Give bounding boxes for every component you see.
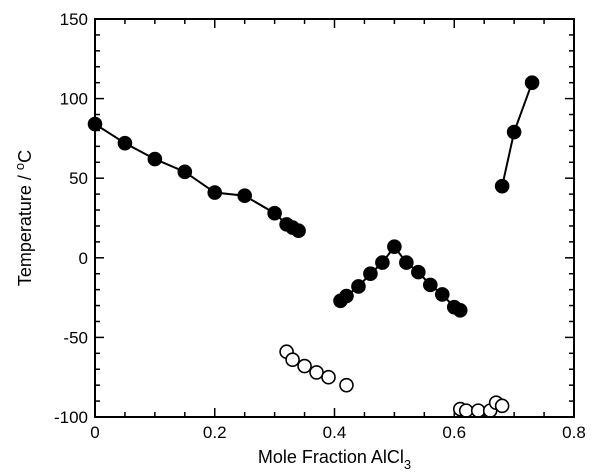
filled-data-point bbox=[207, 185, 223, 200]
y-tick-label: -50 bbox=[63, 328, 88, 347]
filled-data-point bbox=[524, 75, 540, 90]
y-tick-label: 100 bbox=[60, 90, 88, 109]
filled-data-point bbox=[387, 239, 402, 254]
open-data-point bbox=[297, 358, 312, 374]
filled-data-point bbox=[422, 277, 438, 293]
open-data-point bbox=[285, 352, 300, 367]
open-data-point bbox=[339, 377, 354, 393]
ticks-layer bbox=[94, 18, 575, 418]
filled-data-point bbox=[375, 255, 390, 270]
filled-data-point bbox=[237, 188, 252, 204]
x-tick-label: 0 bbox=[90, 423, 99, 442]
filled-data-point bbox=[399, 255, 414, 270]
filled-data-point bbox=[411, 264, 426, 280]
filled-data-point bbox=[351, 279, 366, 294]
filled-data-point bbox=[452, 303, 468, 318]
open-data-point bbox=[321, 369, 336, 385]
y-axis-title-superscript: o bbox=[12, 163, 27, 170]
x-axis-title-subscript: 3 bbox=[404, 457, 411, 472]
filled-data-point bbox=[506, 124, 522, 140]
filled-data-point bbox=[147, 151, 163, 167]
y-tick-label: 50 bbox=[69, 169, 88, 188]
y-axis-title-main: Temperature / bbox=[15, 170, 35, 286]
series-layer bbox=[87, 75, 540, 418]
x-tick-label: 0.4 bbox=[323, 423, 347, 442]
x-tick-label: 0.8 bbox=[562, 423, 586, 442]
filled-data-point bbox=[291, 223, 306, 239]
open-data-point bbox=[494, 398, 510, 414]
y-tick-label: -100 bbox=[54, 408, 88, 427]
filled-data-point bbox=[339, 288, 354, 304]
open-data-point bbox=[458, 403, 474, 418]
open-data-point bbox=[309, 365, 324, 380]
y-axis-title-unit: C bbox=[15, 150, 35, 163]
filled-data-point bbox=[267, 205, 282, 221]
y-tick-label: 150 bbox=[60, 10, 88, 29]
filled-data-point bbox=[117, 135, 133, 151]
filled-data-point bbox=[177, 164, 193, 180]
labels-layer: 0 0.2 0.4 0.6 0.8 -100 -50 0 50 100 150 bbox=[54, 10, 586, 442]
y-tick-label: 0 bbox=[79, 249, 88, 268]
x-axis-title: Mole Fraction AlCl3 bbox=[258, 447, 411, 472]
plot-frame bbox=[94, 18, 575, 418]
x-tick-label: 0.2 bbox=[203, 423, 227, 442]
open-data-point bbox=[470, 403, 486, 418]
x-axis-title-main: Mole Fraction AlCl bbox=[258, 447, 404, 467]
x-tick-label: 0.6 bbox=[442, 423, 466, 442]
filled-data-point bbox=[363, 266, 378, 282]
filled-data-point bbox=[494, 178, 510, 194]
y-axis-title: Temperature / oC bbox=[12, 150, 35, 286]
filled-data-point bbox=[434, 287, 450, 302]
